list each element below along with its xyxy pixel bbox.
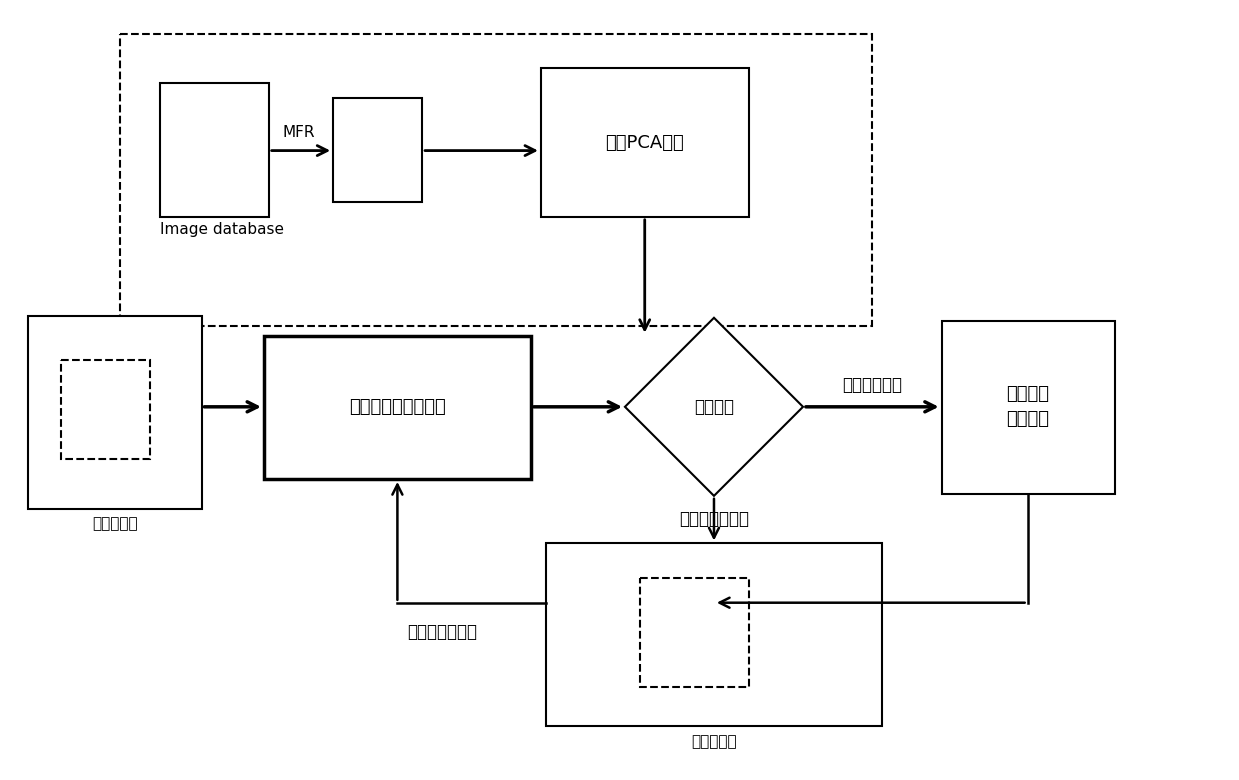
Text: 未经过中値滤波: 未经过中値滤波 — [679, 509, 750, 527]
Bar — [942, 321, 1115, 494]
Text: 进行检测: 进行检测 — [694, 398, 733, 416]
Bar — [160, 83, 269, 217]
Bar — [28, 316, 202, 509]
Bar — [333, 98, 422, 202]
Bar — [541, 69, 748, 217]
Text: 对图像块
边框涂色: 对图像块 边框涂色 — [1006, 385, 1049, 428]
Text: 待检测图片: 待检测图片 — [93, 516, 139, 531]
Text: 待检测图片: 待检测图片 — [691, 734, 737, 749]
Polygon shape — [624, 317, 803, 496]
Text: 经过中値滤波: 经过中値滤波 — [843, 376, 902, 394]
Bar — [120, 34, 872, 326]
Bar — [61, 360, 150, 459]
Text: 取出下一图像块: 取出下一图像块 — [406, 623, 477, 641]
Bar — [546, 544, 882, 726]
Bar — [264, 335, 532, 479]
Bar — [639, 578, 748, 687]
Text: MFR: MFR — [282, 126, 315, 140]
Text: 训练PCA网络: 训练PCA网络 — [606, 133, 684, 151]
Text: Image database: Image database — [160, 222, 284, 237]
Text: 已训练的本方法模型: 已训练的本方法模型 — [349, 398, 446, 416]
